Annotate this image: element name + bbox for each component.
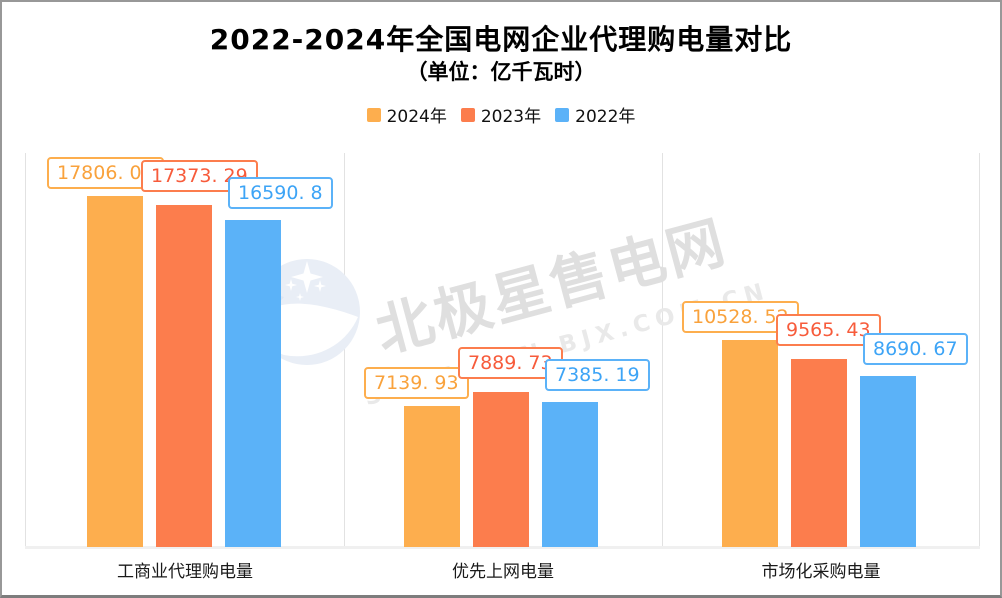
grid-line-right	[979, 153, 980, 547]
bar	[87, 196, 143, 547]
bar-value-label: 16590. 8	[228, 177, 333, 209]
bar	[404, 406, 460, 547]
axis-baseline	[25, 546, 980, 549]
grid-line-left	[25, 153, 26, 547]
legend-swatch-2024-icon	[366, 107, 381, 122]
legend-swatch-2022-icon	[555, 107, 570, 122]
legend-item-2022: 2022年	[555, 102, 635, 127]
legend-label-2024: 2024年	[386, 107, 447, 127]
chart-subtitle: （单位：亿千瓦时）	[406, 60, 596, 84]
legend-label-2022: 2022年	[575, 107, 636, 127]
bar	[542, 402, 598, 547]
legend-item-2024: 2024年	[366, 102, 447, 127]
bar	[473, 392, 529, 547]
bar-value-label: 17373. 29	[141, 160, 258, 192]
legend-item-2023: 2023年	[460, 102, 542, 127]
bar-value-label: 7139. 93	[364, 367, 469, 399]
bar	[722, 340, 778, 547]
bar-value-label: 8690. 67	[863, 333, 968, 365]
bar-value-label: 7385. 19	[545, 359, 650, 391]
bar	[860, 376, 916, 547]
bar	[791, 359, 847, 547]
category-label-1: 工商业代理购电量	[117, 562, 253, 582]
legend-swatch-2023-icon	[460, 107, 475, 122]
category-label-2: 优先上网电量	[452, 562, 554, 582]
category-axis: 工商业代理购电量 优先上网电量 市场化采购电量	[2, 557, 1000, 582]
legend-label-2023: 2023年	[480, 107, 542, 127]
plot-area: 北极星售电网 SHOUDIAN.BJX.COM.CN 17806. 05 1737…	[25, 153, 980, 549]
grid-line-separator-1	[344, 153, 345, 547]
category-label-3: 市场化采购电量	[761, 562, 881, 582]
chart-title: 2022-2024年全国电网企业代理购电量对比	[209, 23, 793, 56]
legend: 2024年 2023年 2022年	[2, 102, 1000, 127]
bar	[225, 220, 281, 547]
grid-line-separator-2	[662, 153, 663, 547]
bar	[156, 205, 212, 547]
